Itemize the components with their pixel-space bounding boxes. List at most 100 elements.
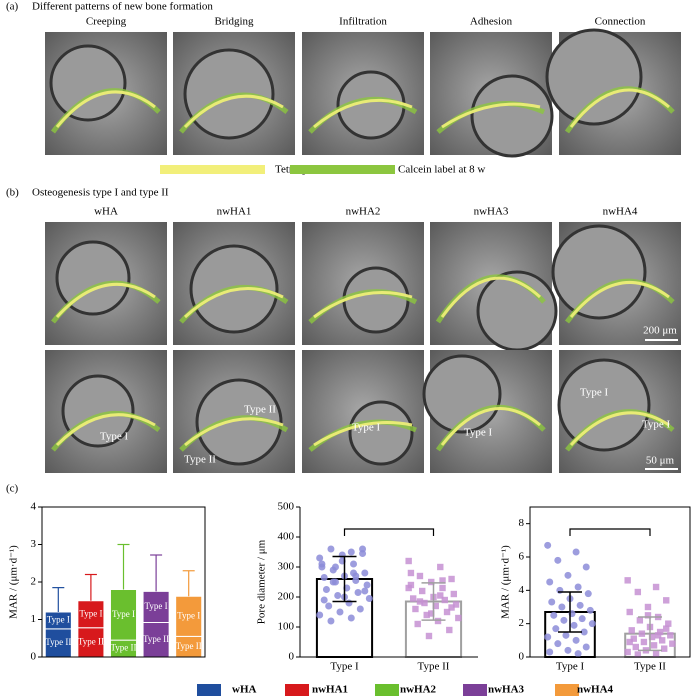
- label-band: [55, 413, 156, 447]
- data-point: [634, 651, 642, 658]
- column-title: nwHA4: [603, 206, 638, 218]
- column-title: nwHA1: [217, 206, 252, 218]
- legend-swatch: [555, 684, 579, 696]
- data-point: [419, 587, 426, 595]
- data-point: [654, 632, 662, 639]
- data-point: [665, 620, 672, 627]
- data-point: [650, 642, 658, 649]
- data-point: [363, 581, 371, 589]
- data-point: [586, 606, 594, 614]
- data-point: [550, 611, 558, 619]
- segment-label: Type II: [45, 637, 71, 647]
- data-point: [345, 599, 353, 607]
- data-point: [661, 645, 668, 652]
- micrograph-pore: [61, 374, 135, 448]
- data-point: [556, 586, 564, 594]
- annotation: Type I: [352, 422, 381, 434]
- data-point: [347, 548, 355, 556]
- panel-title: Different patterns of new bone formation: [32, 1, 213, 13]
- y-tick-label: 4: [519, 584, 525, 596]
- data-point: [318, 560, 326, 568]
- data-point: [552, 625, 560, 633]
- data-point: [428, 610, 435, 617]
- data-point: [658, 637, 666, 644]
- data-point: [652, 583, 660, 591]
- y-tick-label: 100: [278, 621, 295, 633]
- segment-label: Type I: [79, 608, 102, 618]
- data-point: [412, 605, 419, 613]
- micrograph-pore: [195, 378, 283, 466]
- data-point: [327, 545, 335, 553]
- data-point: [578, 615, 586, 623]
- data-point: [409, 595, 417, 602]
- y-tick-label: 2: [519, 617, 525, 629]
- label-band: [184, 417, 284, 447]
- data-point: [437, 563, 444, 571]
- data-point: [630, 635, 637, 642]
- legend-label: nwHA2: [400, 684, 437, 696]
- data-point: [359, 545, 367, 553]
- legend-label: nwHA3: [488, 684, 525, 696]
- data-point: [588, 620, 596, 628]
- image-title: Adhesion: [470, 16, 513, 28]
- data-point: [572, 548, 580, 556]
- data-point: [336, 608, 344, 616]
- data-point: [316, 554, 324, 562]
- label-band: [55, 282, 156, 319]
- segment-label: Type II: [78, 636, 104, 646]
- data-point: [624, 648, 631, 656]
- plot-frame: [41, 506, 206, 658]
- data-point: [634, 588, 642, 596]
- data-point: [439, 577, 446, 584]
- image-title: Creeping: [86, 16, 127, 28]
- y-tick-label: 200: [278, 591, 295, 603]
- data-point: [580, 628, 588, 636]
- data-point: [448, 604, 455, 611]
- data-point: [347, 614, 355, 622]
- data-point: [584, 590, 592, 598]
- legend-label: nwHA4: [577, 684, 614, 696]
- y-tick-label: 0: [289, 651, 295, 663]
- data-point: [434, 617, 442, 625]
- bar-segment: [109, 589, 138, 641]
- data-point: [416, 572, 424, 580]
- micrograph-pore: [470, 74, 554, 158]
- data-point: [423, 611, 430, 619]
- label-band: [440, 276, 542, 318]
- x-tick-label: Type I: [330, 661, 359, 673]
- image-title: Infiltration: [339, 16, 387, 28]
- data-point: [626, 608, 633, 616]
- scale-bar-label: 50 μm: [646, 455, 675, 467]
- data-point: [334, 592, 342, 599]
- legend-swatch: [160, 165, 265, 174]
- label-band: [441, 102, 541, 129]
- micrograph-pore: [49, 44, 127, 122]
- y-tick-label: 4: [31, 501, 37, 513]
- micrograph-pore: [557, 358, 651, 452]
- data-point: [452, 601, 460, 608]
- data-point: [546, 648, 554, 656]
- image-title: Bridging: [214, 16, 254, 28]
- annotation: Type I: [580, 387, 609, 399]
- data-point: [428, 578, 435, 586]
- legend-swatch: [463, 684, 487, 696]
- label-band: [183, 94, 284, 129]
- label-band: [440, 407, 541, 446]
- legend-label: Calcein label at 8 w: [398, 164, 485, 176]
- data-point: [327, 617, 335, 625]
- data-point: [350, 560, 358, 568]
- data-point: [316, 611, 324, 619]
- data-point: [560, 616, 568, 624]
- data-point: [544, 541, 552, 549]
- scale-bar-label: 200 μm: [643, 325, 677, 337]
- label-band: [55, 90, 156, 128]
- y-tick-label: 500: [278, 501, 295, 513]
- legend-label: nwHA1: [312, 684, 348, 696]
- micrograph-pore: [348, 400, 414, 466]
- data-point: [564, 646, 572, 654]
- data-point: [441, 596, 448, 604]
- significance-bracket: [569, 528, 651, 536]
- data-point: [644, 612, 652, 619]
- micrograph-pore: [545, 28, 643, 126]
